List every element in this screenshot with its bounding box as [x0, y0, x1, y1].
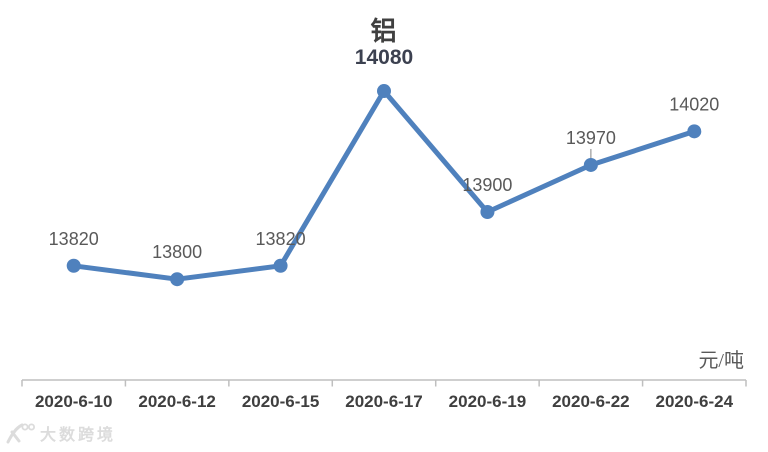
x-tick-label: 2020-6-24 — [656, 392, 734, 411]
unit-label: 元/吨 — [698, 350, 744, 372]
x-tick-label: 2020-6-19 — [449, 392, 527, 411]
data-label: 13970 — [566, 128, 616, 148]
data-label: 14020 — [669, 94, 719, 114]
data-point-marker — [687, 124, 702, 139]
watermark: 大数跨境 — [5, 421, 116, 445]
data-point-marker — [583, 157, 598, 172]
watermark-logo-icon — [6, 423, 35, 444]
data-label: 13900 — [462, 175, 512, 195]
x-tick-label: 2020-6-22 — [552, 392, 630, 411]
data-label: 13820 — [49, 229, 99, 249]
data-label-highlighted: 14080 — [355, 46, 413, 69]
data-point-marker — [480, 205, 495, 219]
x-tick-label: 2020-6-10 — [35, 392, 113, 411]
data-point-marker — [66, 258, 81, 273]
x-tick-label: 2020-6-17 — [345, 392, 423, 411]
data-label: 13820 — [256, 229, 306, 249]
data-point-marker — [273, 258, 288, 273]
watermark-text: 大数跨境 — [40, 427, 117, 444]
data-point-marker — [377, 84, 391, 99]
chart-title: 铝 — [370, 17, 398, 46]
x-tick-label: 2020-6-15 — [242, 392, 320, 411]
data-point-marker — [170, 272, 185, 287]
x-tick-label: 2020-6-12 — [138, 392, 216, 411]
data-label: 13800 — [152, 242, 202, 262]
